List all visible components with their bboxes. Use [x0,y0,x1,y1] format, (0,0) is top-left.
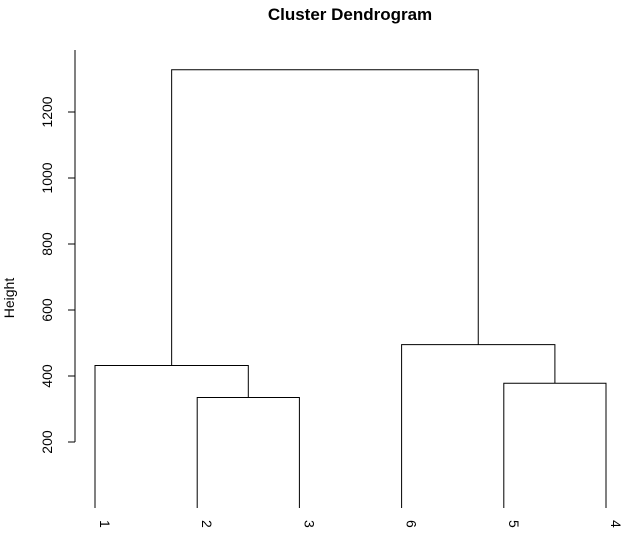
leaf-label-3: 3 [301,520,317,528]
y-tick-label-800: 800 [39,232,55,256]
leaf-label-6: 6 [404,520,420,528]
merge-link-a [196,396,300,508]
leaf-label-4: 4 [608,520,624,528]
merge-link-d [401,344,556,508]
merge-link-b [503,382,607,508]
leaf-labels: 1 2 3 6 5 4 [97,520,624,528]
y-axis: 200 400 600 800 1000 1200 [39,50,76,454]
merge-link-e [171,69,479,366]
y-tick-label-400: 400 [39,364,55,388]
y-tick-label-600: 600 [39,298,55,322]
chart-title: Cluster Dendrogram [268,5,432,24]
merge-link-c [94,364,249,508]
y-tick-label-1200: 1200 [39,96,55,127]
leaf-label-2: 2 [199,520,215,528]
y-tick-label-200: 200 [39,430,55,454]
y-tick-label-1000: 1000 [39,162,55,193]
leaf-label-1: 1 [97,520,113,528]
leaf-label-5: 5 [506,520,522,528]
dendrogram-links [94,69,607,508]
y-axis-label: Height [1,278,17,319]
